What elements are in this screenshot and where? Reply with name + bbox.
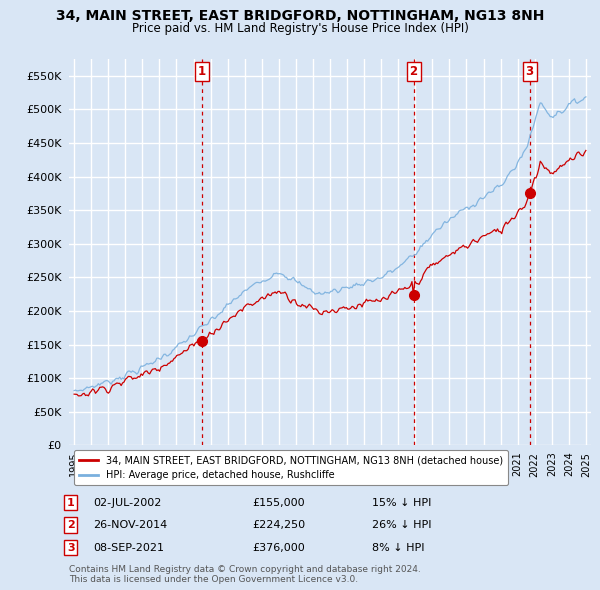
Text: 2: 2 [67, 520, 74, 530]
Text: 8% ↓ HPI: 8% ↓ HPI [372, 543, 425, 552]
Text: Price paid vs. HM Land Registry's House Price Index (HPI): Price paid vs. HM Land Registry's House … [131, 22, 469, 35]
Text: 3: 3 [526, 65, 533, 78]
Text: Contains HM Land Registry data © Crown copyright and database right 2024.
This d: Contains HM Land Registry data © Crown c… [69, 565, 421, 584]
Text: 08-SEP-2021: 08-SEP-2021 [93, 543, 164, 552]
Text: 15% ↓ HPI: 15% ↓ HPI [372, 498, 431, 507]
Text: 26-NOV-2014: 26-NOV-2014 [93, 520, 167, 530]
Legend: 34, MAIN STREET, EAST BRIDGFORD, NOTTINGHAM, NG13 8NH (detached house), HPI: Ave: 34, MAIN STREET, EAST BRIDGFORD, NOTTING… [74, 450, 508, 485]
Text: 2: 2 [410, 65, 418, 78]
Text: 1: 1 [198, 65, 206, 78]
Text: 34, MAIN STREET, EAST BRIDGFORD, NOTTINGHAM, NG13 8NH: 34, MAIN STREET, EAST BRIDGFORD, NOTTING… [56, 9, 544, 23]
Text: 1: 1 [67, 498, 74, 507]
Text: 3: 3 [67, 543, 74, 552]
Text: 02-JUL-2002: 02-JUL-2002 [93, 498, 161, 507]
Text: £376,000: £376,000 [252, 543, 305, 552]
Text: £224,250: £224,250 [252, 520, 305, 530]
Text: 26% ↓ HPI: 26% ↓ HPI [372, 520, 431, 530]
Text: £155,000: £155,000 [252, 498, 305, 507]
